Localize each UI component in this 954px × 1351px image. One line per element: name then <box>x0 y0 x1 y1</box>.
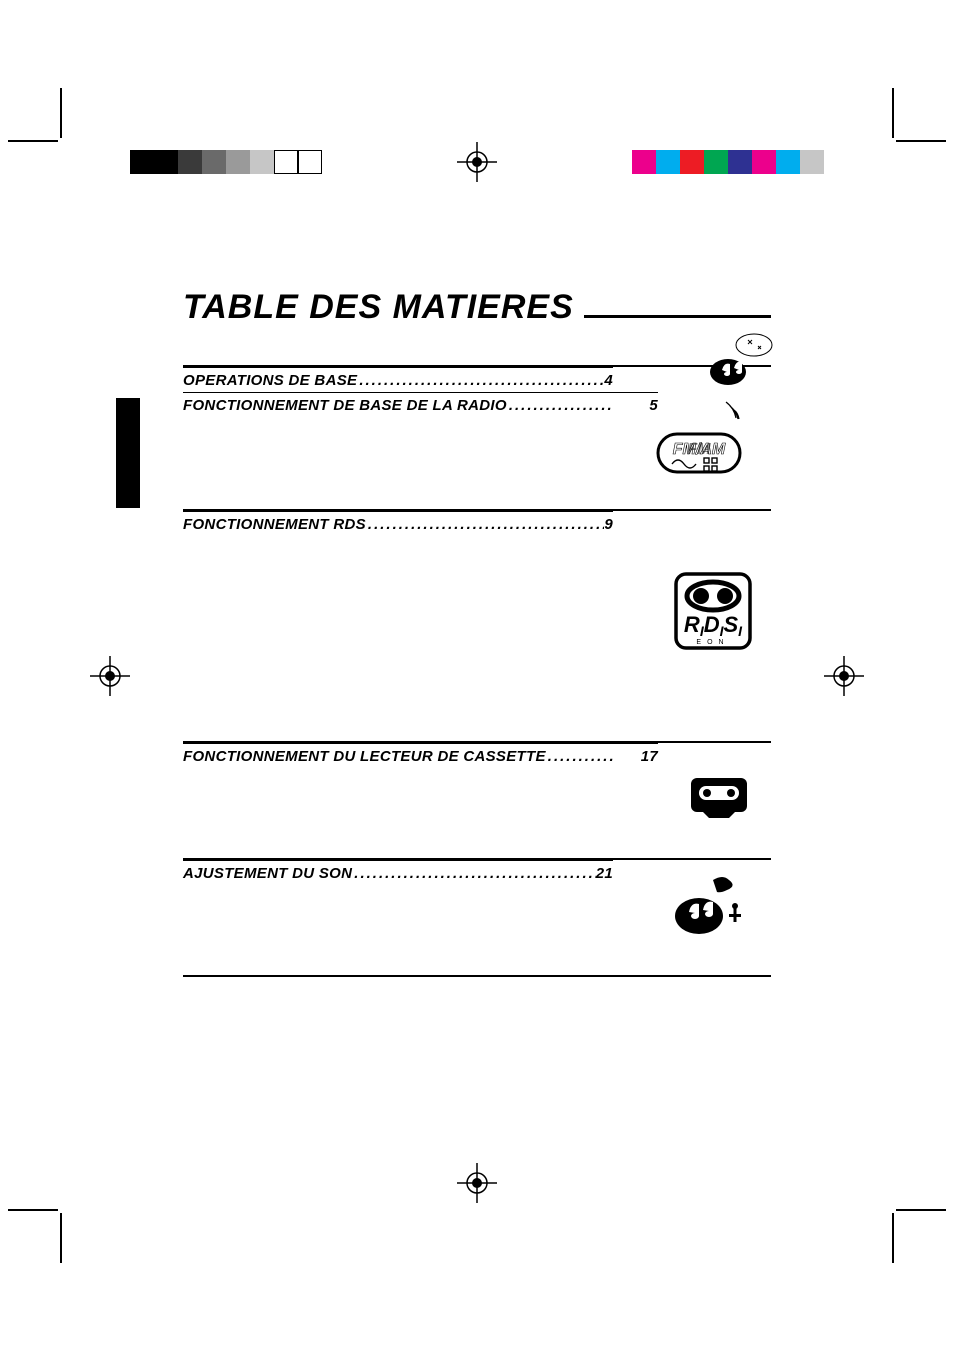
swatch <box>226 150 250 174</box>
toc-label: FONCTIONNEMENT DE BASE DE LA RADIO <box>183 397 507 414</box>
swatch <box>728 150 752 174</box>
swatch <box>800 150 824 174</box>
swatch <box>632 150 656 174</box>
swatch <box>776 150 800 174</box>
color-colorbar <box>632 150 824 174</box>
swatch <box>656 150 680 174</box>
swatch <box>298 150 322 174</box>
swatch <box>154 150 178 174</box>
swatch <box>130 150 154 174</box>
toc-page: 9 <box>604 516 613 533</box>
toc-leader: ................. <box>507 397 650 414</box>
svg-text:FM/AM: FM/AM <box>673 441 726 458</box>
rds-icon: RIDISI EON <box>672 570 754 652</box>
swatch <box>752 150 776 174</box>
page-side-tab <box>116 398 140 508</box>
cassette-icon <box>689 776 749 820</box>
toc-leader: ........................................… <box>366 516 604 533</box>
registration-mark-right <box>824 656 864 696</box>
registration-mark-bottom <box>457 1163 497 1203</box>
music-note-icon <box>708 332 774 388</box>
sound-adjust-icon <box>669 876 749 940</box>
toc-label: AJUSTEMENT DU SON <box>183 865 352 882</box>
radio-icon: FM FM/AM <box>654 400 754 482</box>
swatch <box>680 150 704 174</box>
toc-label: FONCTIONNEMENT DU LECTEUR DE CASSETTE <box>183 748 546 765</box>
registration-mark-left <box>90 656 130 696</box>
toc-leader: ........................................… <box>357 372 604 389</box>
toc-leader: ........................................… <box>352 865 595 882</box>
toc-row: FONCTIONNEMENT RDS .....................… <box>183 511 613 536</box>
svg-text:EON: EON <box>696 639 729 646</box>
swatch <box>202 150 226 174</box>
toc-leader: ........... <box>546 748 641 765</box>
swatch <box>704 150 728 174</box>
swatch <box>178 150 202 174</box>
toc-row: FONCTIONNEMENT DE BASE DE LA RADIO .....… <box>183 392 658 417</box>
toc-page: 21 <box>596 865 613 882</box>
grayscale-colorbar <box>130 150 322 174</box>
page-title: TABLE DES MATIERES <box>183 288 584 327</box>
toc-row: OPERATIONS DE BASE .....................… <box>183 367 613 392</box>
section-rule <box>183 975 771 977</box>
toc-label: OPERATIONS DE BASE <box>183 372 357 389</box>
toc-page: 4 <box>604 372 613 389</box>
swatch <box>250 150 274 174</box>
swatch <box>274 150 298 174</box>
toc-row: FONCTIONNEMENT DU LECTEUR DE CASSETTE ..… <box>183 743 658 768</box>
toc-label: FONCTIONNEMENT RDS <box>183 516 366 533</box>
toc-page: 17 <box>641 748 658 765</box>
title-rule <box>584 315 771 318</box>
registration-mark-top <box>457 142 497 182</box>
svg-text:RIDISI: RIDISI <box>684 612 743 639</box>
toc-row: AJUSTEMENT DU SON ......................… <box>183 860 613 885</box>
